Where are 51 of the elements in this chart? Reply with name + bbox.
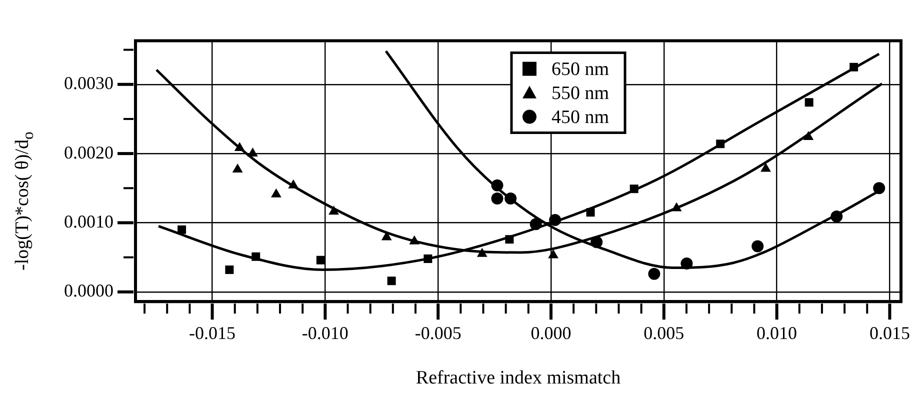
x-tick-label: 0.005 (644, 323, 684, 344)
legend-label: 650 nm (551, 58, 610, 80)
x-tick-label: 0.010 (756, 323, 798, 344)
x-tick-label: -0.005 (414, 323, 462, 344)
point (590, 236, 603, 248)
point (316, 256, 325, 264)
point (648, 268, 660, 280)
point (803, 130, 814, 140)
point (752, 240, 764, 252)
point (504, 192, 517, 205)
point (248, 148, 258, 157)
point (252, 252, 260, 261)
y-tick-label: 0.0030 (64, 73, 114, 94)
x-tick-label: 0.000 (530, 323, 572, 344)
point (680, 258, 693, 270)
point (232, 163, 243, 172)
point (491, 179, 504, 192)
x-axis-title: Refractive index mismatch (416, 368, 622, 389)
point (873, 182, 886, 194)
point (178, 225, 186, 234)
y-tick-label: 0.0010 (64, 211, 114, 232)
y-tick-label: 0.0000 (64, 280, 114, 301)
point (270, 188, 282, 198)
point (586, 208, 595, 217)
point (850, 62, 858, 72)
point (476, 248, 488, 257)
point (760, 162, 771, 172)
y-tick-label: 0.0020 (64, 142, 114, 162)
point (409, 235, 420, 244)
point (225, 266, 234, 274)
point (630, 184, 638, 194)
x-tick-label: -0.015 (189, 323, 236, 344)
point (234, 142, 245, 152)
point (424, 254, 432, 263)
point (381, 231, 392, 240)
point (548, 249, 558, 258)
point (671, 202, 682, 212)
x-tick-label: -0.010 (302, 323, 348, 344)
point (716, 140, 725, 148)
legend-label: 450 nm (551, 106, 610, 128)
point (804, 98, 814, 107)
point (288, 179, 299, 188)
point (549, 214, 562, 226)
legend-label: 550 nm (551, 82, 610, 104)
x-tick-label: 0.015 (869, 323, 910, 344)
point (491, 192, 504, 205)
point (328, 206, 339, 215)
point (387, 276, 396, 286)
point (505, 235, 514, 244)
point (530, 218, 542, 230)
point (830, 210, 843, 223)
